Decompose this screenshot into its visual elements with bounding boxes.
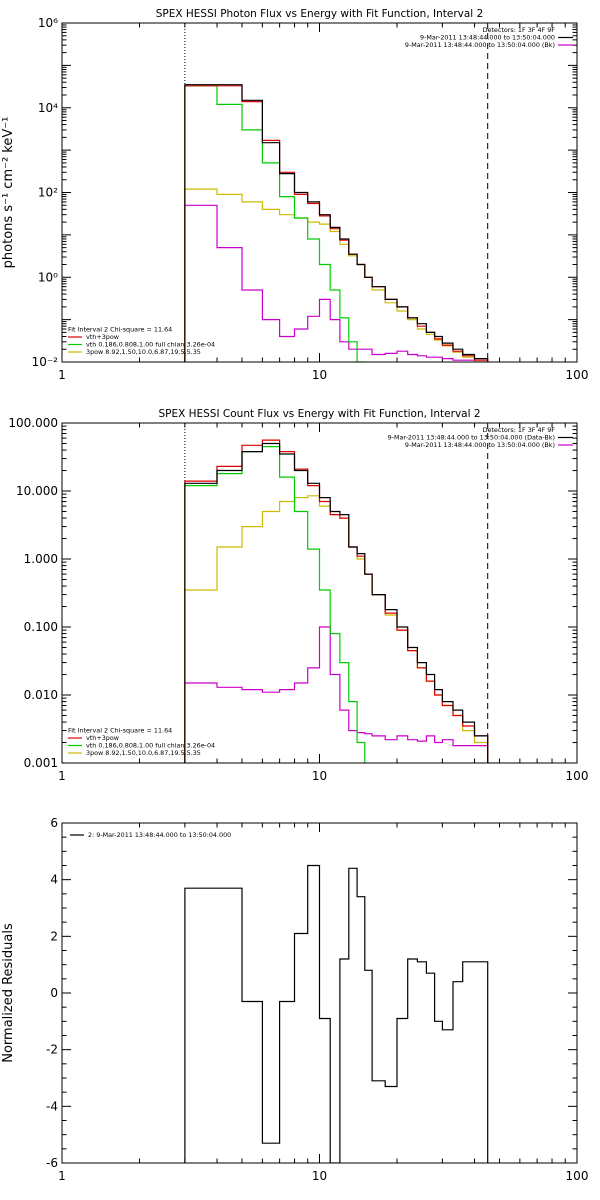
y-tick-label: 2: [50, 929, 58, 943]
legend-entry-text: vth+3pow: [86, 333, 119, 341]
y-axis-label: photons s⁻¹ cm⁻² keV⁻¹: [1, 117, 16, 269]
y-tick-label: -2: [46, 1043, 58, 1057]
y-tick-label: 10.000: [16, 484, 58, 498]
x-tick-label: 10: [312, 769, 327, 783]
x-tick-label: 100: [566, 1169, 589, 1183]
legend-top: Detectors: 1F 3F 4F 9F9-Mar-2011 13:48:4…: [405, 26, 573, 49]
legend-entry-text: 3pow 8.92,1.50,10.0,6.87,19.5,5.35: [86, 348, 201, 356]
legend-bottom: Fit Interval 2 Chi-square = 11.64vth+3po…: [68, 326, 215, 356]
panel-1: SPEX HESSI Photon Flux vs Energy with Fi…: [1, 8, 589, 382]
y-tick-label: -4: [46, 1099, 58, 1113]
y-tick-label: 4: [50, 873, 58, 887]
y-tick-label: 10⁰: [38, 270, 58, 284]
legend-entry-text: vth 0.186,0.808,1.00 full chian 3.26e-04: [86, 341, 215, 349]
legend-entry-text: 9-Mar-2011 13:48:44.000 to 13:50:04.000 …: [405, 441, 555, 449]
y-tick-label: 10⁻²: [32, 355, 59, 369]
legend-entry-text: vth 0.186,0.808,1.00 full chian 3.26e-04: [86, 742, 215, 750]
y-tick-label: 1.000: [24, 552, 58, 566]
x-tick-label: 100: [566, 368, 589, 382]
series-background-line: [184, 626, 489, 763]
y-tick-label: 0.010: [24, 688, 58, 702]
y-tick-label: 0: [50, 986, 58, 1000]
x-tick-label: 100: [566, 769, 589, 783]
y-axis-label: Normalized Residuals: [1, 923, 16, 1063]
panel-2: SPEX HESSI Count Flux vs Energy with Fit…: [8, 408, 589, 783]
series-fit-line: [184, 439, 489, 763]
y-tick-label: 100.000: [8, 416, 58, 430]
y-tick-label: 10⁴: [38, 101, 58, 115]
series-data-line: [184, 84, 489, 362]
plot-frame: [61, 822, 578, 1164]
y-tick-label: 6: [50, 816, 58, 830]
y-tick-label: 0.001: [24, 756, 58, 770]
chart-title: SPEX HESSI Photon Flux vs Energy with Fi…: [156, 8, 484, 20]
x-tick-label: 1: [58, 368, 66, 382]
panel-3: 1 10 100 -6 -4 -2 0 2 4 6 Normalized Residuals 2: 9…: [1, 816, 588, 1183]
legend-header: Fit Interval 2 Chi-square = 11.64: [68, 727, 172, 735]
legend-header: Fit Interval 2 Chi-square = 11.64: [68, 326, 172, 334]
x-tick-label: 1: [58, 769, 66, 783]
series-residuals-line: [184, 864, 489, 1163]
series-vth-line: [184, 85, 366, 362]
legend-header: Detectors: 1F 3F 4F 9F: [483, 426, 556, 434]
legend-entry-text: 9-Mar-2011 13:48:44.000 to 13:50:04.000 …: [388, 434, 555, 442]
legend-entry-text: 9-Mar-2011 13:48:44.000 to 13:50:04.000: [420, 34, 555, 42]
legend-bottom: Fit Interval 2 Chi-square = 11.64vth+3po…: [68, 727, 215, 757]
legend: 2: 9-Mar-2011 13:48:44.000 to 13:50:04.0…: [70, 831, 231, 839]
series-fit-line: [184, 85, 489, 362]
legend-top: Detectors: 1F 3F 4F 9F9-Mar-2011 13:48:4…: [388, 426, 573, 449]
chart-title: SPEX HESSI Count Flux vs Energy with Fit…: [158, 408, 480, 420]
legend-entry-text: 2: 9-Mar-2011 13:48:44.000 to 13:50:04.0…: [88, 831, 231, 839]
legend-entry-text: 9-Mar-2011 13:48:44.000 to 13:50:04.000 …: [405, 41, 555, 49]
y-tick-label: 10²: [38, 186, 58, 200]
x-tick-label: 10: [312, 1169, 327, 1183]
y-tick-label: 0.100: [24, 620, 58, 634]
x-tick-label: 1: [58, 1169, 66, 1183]
series-vth-line: [184, 446, 366, 763]
legend-entry-text: vth+3pow: [86, 734, 119, 742]
plot-frame: [61, 422, 578, 764]
series-3pow-line: [184, 188, 489, 362]
plot-frame: [61, 22, 578, 363]
legend-header: Detectors: 1F 3F 4F 9F: [483, 26, 556, 34]
y-tick-label: 10⁶: [38, 16, 58, 30]
y-tick-label: -6: [46, 1156, 58, 1170]
series-data-line: [184, 442, 489, 763]
legend-entry-text: 3pow 8.92,1.50,10.0,6.87,19.5,5.35: [86, 749, 201, 757]
series-3pow-line: [184, 495, 501, 763]
x-tick-label: 10: [312, 368, 327, 382]
series-background-line: [184, 204, 489, 362]
